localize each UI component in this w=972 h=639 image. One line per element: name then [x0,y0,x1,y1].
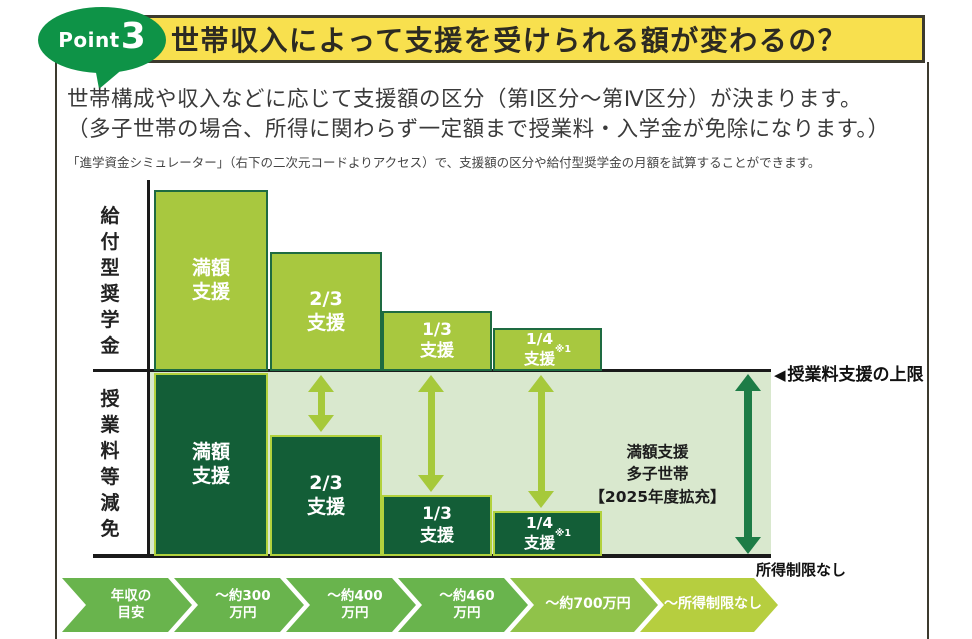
page-title: 世帯収入によって支援を受けられる額が変わるの？ [171,24,848,57]
intro-line-2: （多子世帯の場合、所得に関わらず一定額まで授業料・入学金が免除になります。） [67,117,890,142]
chart-baseline [93,554,771,558]
intro-line-3: 「進学資金シミュレーター」（右下の二次元コードよりアクセス）で、支援額の区分や給… [67,155,821,170]
intro-line-1: 世帯構成や収入などに応じて支援額の区分（第Ⅰ区分～第Ⅳ区分）が決まります。 [67,87,863,112]
row-label-scholarship: 給付型奨学金 [100,205,120,357]
scholarship-bar-full: 満額 支援 [154,190,268,371]
no-income-limit-label: 所得制限なし [756,561,847,579]
row-label-tuition: 授業料等減免 [100,388,120,540]
point-badge-number: 3 [120,16,146,57]
tuition-bar-one-quarter: 1/4 支援 ※1 [493,511,602,556]
income-segment-700: ～約700万円 [510,578,658,632]
intro-text-block: 世帯構成や収入などに応じて支援額の区分（第Ⅰ区分～第Ⅳ区分）が決まります。 （多… [67,85,917,184]
gap-arrow-two-thirds-icon [308,375,334,432]
left-triangle-icon: ◀ [774,366,786,384]
income-segment-no-limit: ～所得制限なし [640,578,778,632]
point-badge: Point 3 [38,7,166,73]
chart-vertical-axis [147,180,150,557]
multi-child-annotation: 満額支援 多子世帯 【2025年度拡充】 [589,443,726,506]
tuition-bar-one-third: 1/3 支援 [382,495,492,556]
tuition-limit-label: ◀ 授業料支援の上限 [774,365,924,385]
footnote-mark: ※1 [555,344,572,355]
tuition-bar-full: 満額 支援 [154,373,268,556]
footnote-mark: ※1 [555,528,572,539]
scholarship-bar-one-quarter: 1/4 支援 ※1 [493,328,602,371]
title-banner: 世帯収入によって支援を受けられる額が変わるの？ [100,15,925,63]
gap-arrow-one-third-icon [418,375,444,492]
tuition-bar-two-thirds: 2/3 支援 [270,435,382,556]
content-frame [55,62,929,639]
scholarship-bar-one-third: 1/3 支援 [382,311,492,371]
gap-arrow-one-quarter-icon [528,375,554,508]
point-badge-prefix: Point [58,28,120,52]
scholarship-bar-two-thirds: 2/3 支援 [270,252,382,371]
full-support-range-arrow-icon [735,374,761,554]
